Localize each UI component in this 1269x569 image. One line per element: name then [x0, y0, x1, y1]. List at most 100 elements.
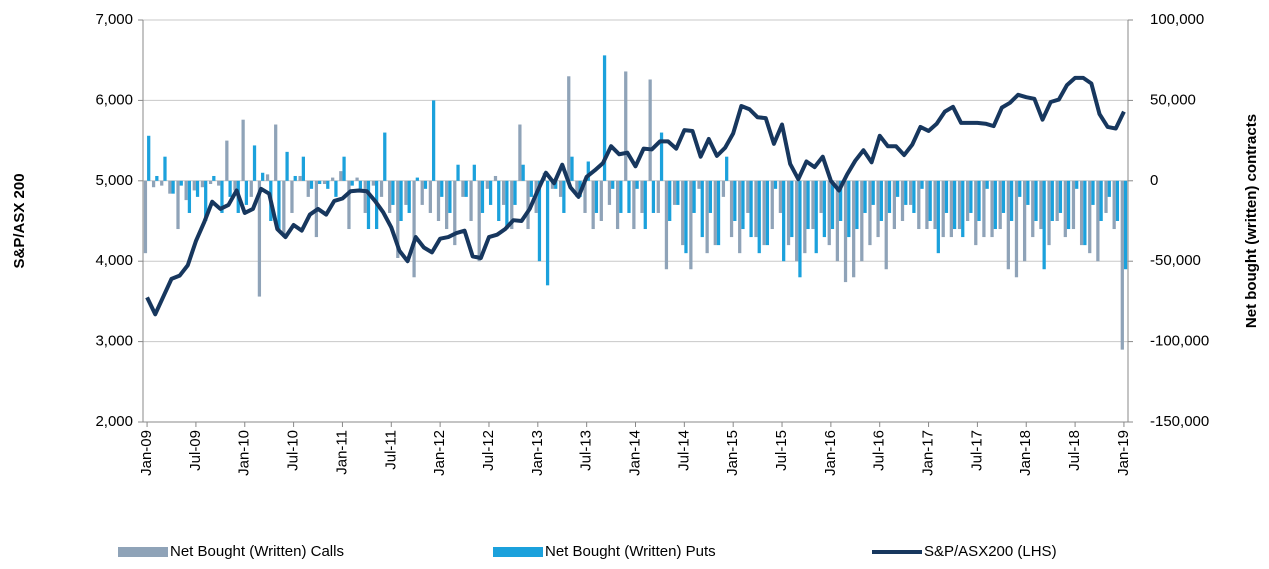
- bar: [431, 100, 436, 181]
- bar: [567, 76, 571, 181]
- bar: [453, 180, 457, 246]
- bar: [803, 180, 807, 254]
- bar: [1058, 180, 1063, 213]
- x-tick-label: Jan-09: [138, 430, 155, 476]
- x-tick-label: Jan-12: [431, 430, 448, 476]
- bar: [681, 180, 685, 246]
- bar: [456, 164, 460, 181]
- bar: [721, 180, 726, 197]
- bar: [985, 180, 989, 189]
- bar: [749, 180, 753, 238]
- bar: [692, 180, 696, 213]
- bar: [876, 180, 880, 238]
- bar: [171, 180, 175, 194]
- bar: [1091, 180, 1095, 205]
- legend-swatch: [493, 547, 543, 557]
- bar: [358, 180, 362, 189]
- bar: [265, 174, 270, 181]
- y-tick-label: 6,000: [95, 91, 133, 108]
- bar: [798, 180, 802, 278]
- bar: [575, 180, 579, 197]
- bar: [244, 180, 249, 205]
- bar: [554, 180, 558, 189]
- bar: [676, 180, 680, 205]
- bar: [583, 180, 587, 213]
- bar: [212, 175, 216, 181]
- y-axis-title: S&P/ASX 200: [11, 173, 28, 268]
- bar: [920, 180, 924, 189]
- bar: [1014, 180, 1019, 278]
- bar: [1047, 180, 1051, 246]
- bar: [1115, 180, 1120, 221]
- legend-label: Net Bought (Written) Puts: [545, 543, 716, 560]
- x-tick-label: Jul-10: [285, 430, 302, 471]
- bar: [184, 180, 188, 201]
- bar: [917, 180, 921, 230]
- bar: [342, 156, 346, 181]
- bar: [472, 164, 476, 181]
- bar: [713, 180, 717, 246]
- bar: [147, 135, 151, 181]
- bar: [909, 180, 913, 205]
- bar: [521, 164, 525, 181]
- bar: [151, 180, 156, 188]
- bar: [448, 180, 452, 213]
- bar: [659, 132, 664, 181]
- bar: [396, 180, 400, 258]
- bar: [635, 180, 639, 189]
- bar: [741, 180, 745, 230]
- bar: [428, 180, 432, 213]
- bar: [505, 180, 509, 230]
- bar: [1104, 180, 1108, 213]
- bar: [493, 175, 498, 181]
- bar: [847, 180, 851, 238]
- bar: [412, 180, 416, 278]
- bar: [233, 180, 237, 191]
- bar: [895, 180, 900, 197]
- bar: [977, 180, 981, 221]
- bar: [355, 177, 359, 181]
- bar: [257, 180, 262, 297]
- bar: [790, 180, 794, 238]
- x-tick-label: Jan-11: [333, 430, 350, 475]
- bar: [1123, 180, 1128, 270]
- bar: [599, 180, 603, 221]
- bar: [168, 180, 172, 194]
- bar: [179, 180, 183, 186]
- bar: [668, 180, 672, 221]
- bar: [1063, 180, 1067, 238]
- bar: [249, 180, 253, 197]
- bar: [705, 180, 709, 254]
- y2-tick-label: 0: [1150, 172, 1158, 189]
- x-tick-label: Jul-12: [480, 430, 497, 471]
- bar: [176, 180, 180, 230]
- bar: [928, 180, 932, 221]
- bar: [827, 180, 831, 246]
- x-tick-label: Jul-13: [578, 430, 595, 471]
- x-tick-label: Jul-15: [773, 430, 790, 471]
- bar: [261, 172, 265, 181]
- bar: [388, 180, 392, 213]
- bar: [843, 180, 848, 283]
- bar: [217, 180, 221, 186]
- bar: [570, 156, 574, 181]
- bar: [187, 180, 192, 213]
- bar: [200, 180, 205, 188]
- line: [145, 75, 1126, 317]
- bar: [936, 180, 940, 254]
- x-tick-label: Jul-11: [382, 430, 399, 470]
- legend-swatch: [118, 547, 168, 557]
- bar: [331, 177, 335, 181]
- x-tick-label: Jul-18: [1066, 430, 1083, 471]
- bar: [884, 180, 888, 270]
- x-tick-label: Jul-17: [968, 430, 985, 471]
- bar: [518, 124, 522, 181]
- bar: [733, 180, 737, 221]
- bar: [363, 180, 367, 213]
- bar: [830, 180, 835, 230]
- bar: [195, 180, 200, 197]
- bar: [664, 180, 669, 270]
- bar: [786, 180, 791, 246]
- bar: [1071, 180, 1076, 230]
- bar: [526, 180, 530, 230]
